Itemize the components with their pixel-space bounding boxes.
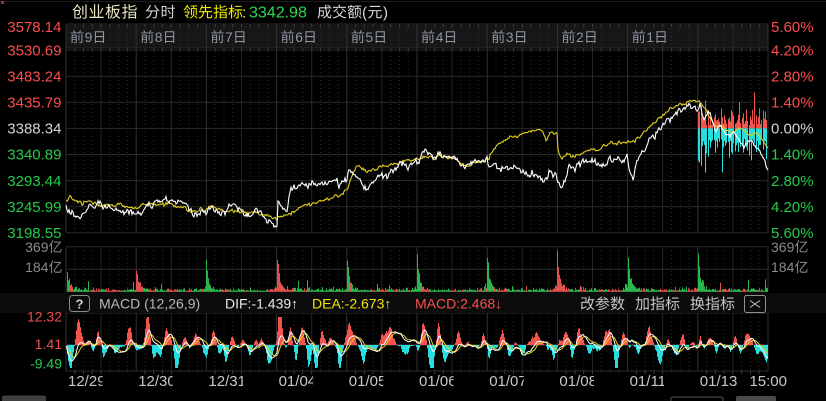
svg-text:MACD (12,26,9): MACD (12,26,9) bbox=[99, 296, 200, 312]
svg-text:3483.24: 3483.24 bbox=[7, 68, 61, 85]
svg-text:5: 5 bbox=[365, 29, 373, 45]
svg-text:12.32: 12.32 bbox=[27, 308, 62, 324]
svg-text:5.60%: 5.60% bbox=[771, 225, 814, 242]
svg-text:3198.55: 3198.55 bbox=[7, 225, 61, 242]
svg-text:3: 3 bbox=[506, 29, 514, 45]
svg-text:01/07: 01/07 bbox=[489, 373, 527, 390]
svg-text:9: 9 bbox=[85, 29, 93, 45]
svg-text:0.00%: 0.00% bbox=[771, 121, 814, 138]
svg-text:12/30: 12/30 bbox=[138, 373, 176, 390]
svg-text:3578.14: 3578.14 bbox=[7, 19, 61, 36]
svg-text:MACD:2.468↓: MACD:2.468↓ bbox=[415, 296, 502, 312]
svg-text:7: 7 bbox=[225, 29, 233, 45]
svg-text:01/06: 01/06 bbox=[419, 373, 457, 390]
svg-text:184: 184 bbox=[25, 259, 49, 275]
svg-text:01/04: 01/04 bbox=[279, 373, 317, 390]
svg-text::: : bbox=[242, 4, 246, 21]
svg-text:4.20%: 4.20% bbox=[771, 199, 814, 216]
svg-text:1.40%: 1.40% bbox=[771, 95, 814, 112]
svg-text:-9.49: -9.49 bbox=[30, 355, 62, 371]
svg-text:?: ? bbox=[76, 297, 84, 312]
svg-text:1.40%: 1.40% bbox=[771, 147, 814, 164]
svg-text:DEA:-2.673↑: DEA:-2.673↑ bbox=[312, 296, 391, 312]
svg-text:12/31: 12/31 bbox=[208, 373, 246, 390]
svg-text:(: ( bbox=[362, 4, 367, 21]
svg-text:01/11: 01/11 bbox=[630, 373, 666, 390]
svg-text:4: 4 bbox=[436, 29, 444, 45]
svg-text:3388.34: 3388.34 bbox=[7, 121, 61, 138]
svg-text:4.20%: 4.20% bbox=[771, 42, 814, 59]
svg-text:15:00: 15:00 bbox=[749, 373, 787, 390]
svg-text:2.80%: 2.80% bbox=[771, 173, 814, 190]
svg-text:3245.99: 3245.99 bbox=[7, 199, 61, 216]
svg-text:2: 2 bbox=[576, 29, 584, 45]
svg-text:DIF:-1.439↑: DIF:-1.439↑ bbox=[225, 296, 298, 312]
svg-text:184: 184 bbox=[771, 259, 795, 275]
svg-text:): ) bbox=[383, 4, 388, 21]
svg-text:1.41: 1.41 bbox=[35, 336, 62, 352]
svg-text:3293.44: 3293.44 bbox=[7, 173, 61, 190]
svg-text:8: 8 bbox=[155, 29, 163, 45]
svg-text:3530.69: 3530.69 bbox=[7, 42, 61, 59]
svg-text:369: 369 bbox=[25, 239, 49, 255]
svg-text:2.80%: 2.80% bbox=[771, 68, 814, 85]
svg-text:3340.89: 3340.89 bbox=[7, 147, 61, 164]
svg-text:3342.98: 3342.98 bbox=[249, 5, 307, 22]
svg-text:3435.79: 3435.79 bbox=[7, 95, 61, 112]
svg-text:369: 369 bbox=[771, 239, 795, 255]
svg-text:01/13: 01/13 bbox=[700, 373, 738, 390]
svg-text:01/08: 01/08 bbox=[559, 373, 597, 390]
svg-text:12/29: 12/29 bbox=[68, 373, 106, 390]
svg-text:6: 6 bbox=[295, 29, 303, 45]
svg-text:1: 1 bbox=[646, 29, 654, 45]
svg-text:5.60%: 5.60% bbox=[771, 19, 814, 36]
svg-text:01/05: 01/05 bbox=[349, 373, 387, 390]
